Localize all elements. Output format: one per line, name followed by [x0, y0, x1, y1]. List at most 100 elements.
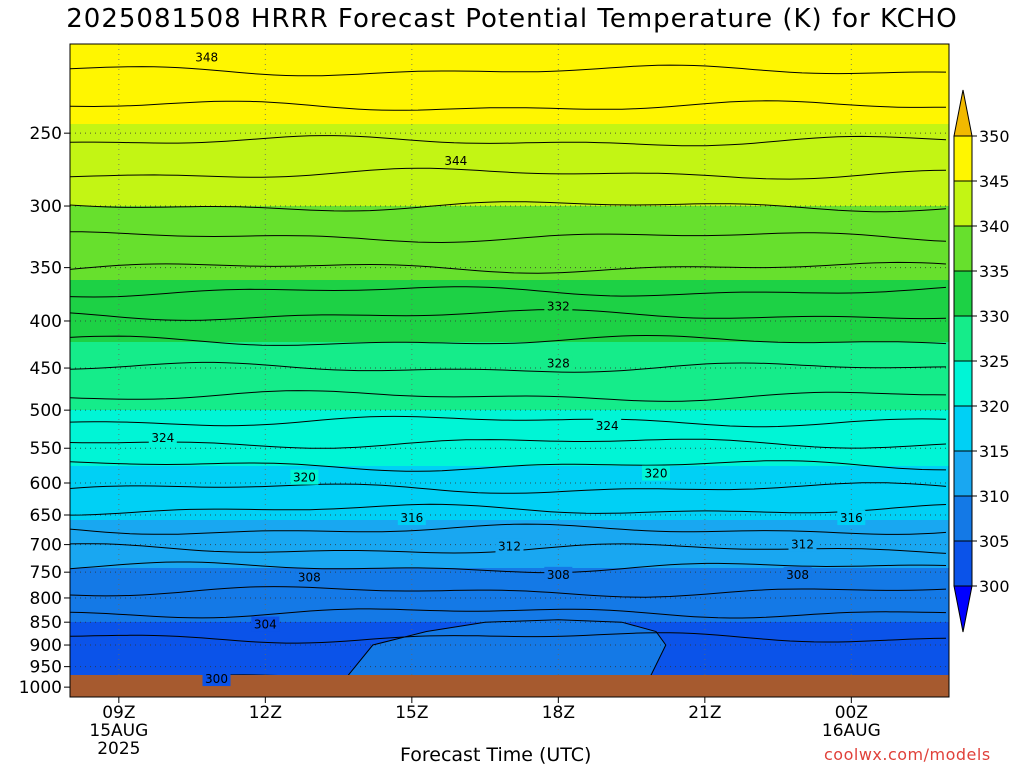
contour-label-bg — [202, 671, 231, 687]
theta-band-row — [70, 110, 949, 112]
theta-band-row — [70, 512, 949, 514]
contour-label-bg — [593, 417, 622, 433]
contour-label-bg — [251, 616, 280, 632]
theta-band-row — [70, 314, 949, 316]
theta-band-row — [70, 144, 949, 146]
theta-band-row — [70, 474, 949, 476]
theta-band-row — [70, 286, 949, 288]
theta-band-row — [70, 160, 949, 162]
theta-band-row — [70, 220, 949, 222]
theta-band-row — [70, 470, 949, 472]
theta-band-row — [70, 210, 949, 212]
theta-band-row — [70, 76, 949, 78]
isentrope-322 — [70, 438, 947, 449]
theta-band-row — [70, 378, 949, 380]
theta-band-row — [70, 364, 949, 366]
theta-band-row — [70, 454, 949, 456]
theta-band-row — [70, 254, 949, 256]
contour-label: 308 — [783, 566, 812, 582]
theta-band-row — [70, 148, 949, 150]
isentrope-344 — [70, 135, 947, 147]
theta-band-row — [70, 52, 949, 54]
contour-label: 316 — [837, 510, 866, 526]
contour-label-text: 324 — [151, 431, 174, 445]
theta-band-row — [70, 556, 949, 558]
theta-band-row — [70, 358, 949, 360]
theta-band-row — [70, 106, 949, 108]
y-tick-label: 800 — [30, 589, 62, 609]
theta-band-row — [70, 200, 949, 202]
contour-label-text: 312 — [498, 539, 521, 553]
isentrope-342 — [70, 167, 947, 180]
contour-label-text: 348 — [195, 51, 218, 65]
theta-band-row — [70, 502, 949, 504]
theta-band-row — [70, 408, 949, 410]
theta-band-row — [70, 198, 949, 200]
theta-band-row — [70, 588, 949, 590]
theta-band-row — [70, 500, 949, 502]
theta-band-row — [70, 376, 949, 378]
theta-band-row — [70, 318, 949, 320]
theta-band-row — [70, 206, 949, 208]
theta-band-row — [70, 324, 949, 326]
contour-label: 300 — [202, 671, 231, 687]
x-tick-label: 16AUG — [822, 721, 881, 741]
isentrope-346 — [70, 100, 947, 111]
colorbar-segment — [953, 450, 973, 497]
isentrope-332 — [70, 309, 947, 321]
theta-band-row — [70, 218, 949, 220]
theta-band-row — [70, 188, 949, 190]
colorbar-segment — [953, 540, 973, 587]
theta-band-row — [70, 472, 949, 474]
y-tick-label: 300 — [30, 197, 62, 217]
theta-color-bands — [70, 44, 949, 675]
theta-band-row — [70, 118, 949, 120]
theta-band-row — [70, 122, 949, 124]
theta-band-row — [70, 612, 949, 614]
theta-band-row — [70, 308, 949, 310]
theta-band-row — [70, 332, 949, 334]
contour-label: 332 — [544, 298, 573, 314]
x-tick-label: 09Z — [102, 703, 135, 723]
theta-band-row — [70, 338, 949, 340]
contour-label-bg — [295, 569, 324, 585]
credit-link[interactable]: coolwx.com/models — [824, 745, 991, 764]
theta-band-row — [70, 438, 949, 440]
theta-band-row — [70, 208, 949, 210]
theta-band-row — [70, 510, 949, 512]
theta-band-row — [70, 124, 949, 126]
theta-band-row — [70, 162, 949, 164]
theta-band-row — [70, 304, 949, 306]
isentrope-318 — [70, 482, 947, 494]
theta-band-row — [70, 150, 949, 152]
theta-band-row — [70, 382, 949, 384]
theta-band-row — [70, 336, 949, 338]
theta-band-row — [70, 116, 949, 118]
theta-band-row — [70, 428, 949, 430]
theta-band-row — [70, 460, 949, 462]
theta-band-row — [70, 312, 949, 314]
contour-label-bg — [192, 49, 221, 65]
contour-label-text: 320 — [645, 467, 668, 481]
y-tick-label: 700 — [30, 536, 62, 556]
theta-band-row — [70, 126, 949, 128]
theta-band-row — [70, 534, 949, 536]
theta-band-row — [70, 602, 949, 604]
theta-band-row — [70, 152, 949, 154]
theta-band-row — [70, 464, 949, 466]
theta-band-row — [70, 608, 949, 610]
theta-band-row — [70, 592, 949, 594]
theta-band-row — [70, 250, 949, 252]
isentrope-308 — [70, 586, 947, 598]
isentrope-304 — [70, 632, 947, 644]
theta-band-row — [70, 606, 949, 608]
theta-band-row — [70, 420, 949, 422]
theta-band-row — [70, 298, 949, 300]
theta-band-row — [70, 586, 949, 588]
isentrope-338 — [70, 231, 947, 244]
theta-band-row — [70, 130, 949, 132]
theta-band-row — [70, 108, 949, 110]
theta-band-row — [70, 178, 949, 180]
theta-band-row — [70, 380, 949, 382]
contour-label: 312 — [495, 538, 524, 554]
